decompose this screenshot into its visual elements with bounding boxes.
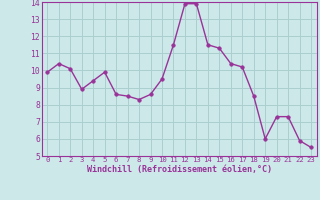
X-axis label: Windchill (Refroidissement éolien,°C): Windchill (Refroidissement éolien,°C) (87, 165, 272, 174)
